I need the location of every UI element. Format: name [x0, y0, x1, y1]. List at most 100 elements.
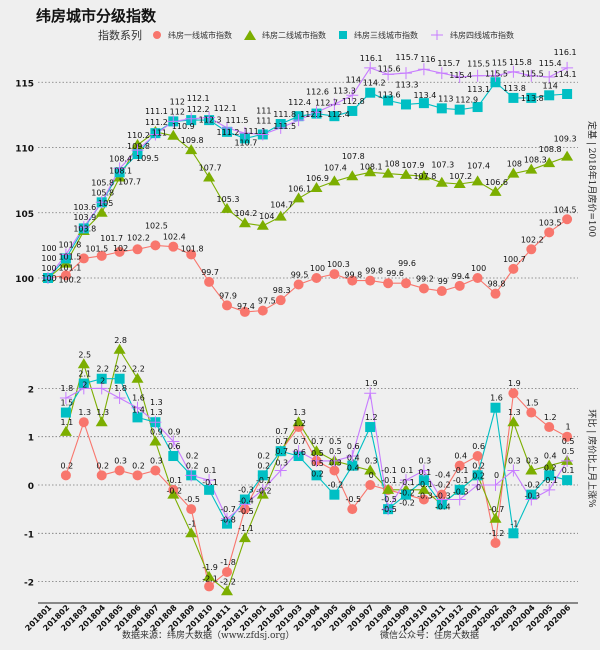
- data-point: [238, 532, 251, 543]
- data-label: 0.3: [508, 457, 521, 466]
- data-point: [562, 214, 573, 225]
- data-point: [472, 451, 483, 462]
- data-label: 102.2: [127, 233, 150, 242]
- data-point: [561, 150, 574, 161]
- data-point: [365, 422, 376, 433]
- data-point: [59, 248, 72, 261]
- data-label: 113.4: [413, 91, 436, 100]
- data-point: [167, 129, 180, 140]
- data-point: [150, 240, 161, 251]
- data-point: [543, 483, 556, 496]
- data-label: 107.4: [467, 161, 490, 170]
- data-point: [221, 202, 233, 213]
- data-label: 0.5: [311, 449, 324, 458]
- data-label: 108.4: [109, 154, 132, 163]
- data-label: 110.2: [127, 131, 150, 140]
- data-point: [453, 493, 466, 506]
- data-label: 1.2: [365, 413, 378, 422]
- data-label: 0.3: [114, 457, 127, 466]
- data-label: 101.1: [58, 264, 81, 273]
- legend-label: 纬房四线城市指数: [450, 30, 514, 40]
- data-label: -0.1: [202, 478, 218, 487]
- data-point: [114, 246, 125, 257]
- data-label: -0.8: [220, 516, 236, 525]
- data-point: [204, 484, 215, 495]
- y-tick-label: 2: [28, 385, 34, 395]
- data-point: [203, 171, 216, 182]
- data-point: [562, 431, 573, 442]
- chart-title: 纬房城市分级指数: [36, 7, 157, 25]
- data-label: 2: [82, 380, 87, 389]
- data-label: 115.5: [521, 70, 544, 79]
- data-label: 114: [346, 75, 361, 84]
- data-label: 0.4: [454, 452, 467, 461]
- data-point: [508, 528, 519, 539]
- legend-item-tier1: 纬房一线城市指数: [152, 30, 232, 41]
- data-point: [131, 372, 144, 383]
- data-label: -1: [188, 519, 196, 528]
- data-label: -0.3: [435, 491, 451, 500]
- data-label: 108: [507, 160, 522, 169]
- series-line: [47, 218, 568, 313]
- data-label: 2: [100, 376, 105, 385]
- data-label: 0.2: [257, 461, 270, 470]
- data-point: [364, 61, 377, 74]
- y-tick-label: -2: [24, 579, 34, 589]
- data-label: 1.5: [526, 399, 539, 408]
- data-label: 114.1: [554, 70, 577, 79]
- data-point: [471, 69, 484, 82]
- data-label: 104.7: [270, 201, 293, 210]
- data-label: 2.1: [78, 370, 91, 379]
- data-point: [489, 479, 502, 491]
- data-label: 1: [566, 423, 571, 432]
- data-label: 108.8: [539, 145, 562, 154]
- data-label: 2.5: [78, 350, 91, 359]
- data-label: 2.2: [132, 365, 145, 374]
- data-point: [489, 69, 502, 82]
- data-label: -0.1: [256, 476, 272, 485]
- data-label: 0.4: [544, 452, 557, 461]
- data-point: [490, 402, 501, 413]
- data-point: [436, 286, 447, 297]
- data-point: [453, 178, 466, 189]
- data-label: 0.5: [562, 447, 575, 456]
- data-label: 112.1: [300, 110, 323, 119]
- legend-item-tier2: 纬房二线城市指数: [244, 30, 326, 41]
- data-label: 0.2: [472, 461, 485, 470]
- data-label: 0.2: [96, 461, 109, 470]
- data-point: [544, 227, 555, 238]
- data-label: 1.4: [132, 405, 145, 414]
- data-label: 100: [41, 274, 56, 283]
- data-point: [382, 167, 395, 178]
- data-point: [454, 280, 465, 291]
- data-point: [382, 483, 395, 494]
- data-label: 114.2: [363, 79, 386, 88]
- data-label: 109.3: [554, 135, 577, 144]
- data-point: [328, 98, 341, 111]
- data-label: 115.7: [396, 53, 419, 62]
- data-label: 0.7: [275, 447, 288, 456]
- data-point: [507, 464, 520, 477]
- data-label: 0.6: [472, 442, 485, 451]
- data-point: [490, 77, 501, 88]
- data-label: 1.6: [490, 394, 503, 403]
- data-label: 0.1: [419, 468, 432, 477]
- data-point: [346, 170, 359, 181]
- data-label: -1.9: [202, 563, 218, 572]
- data-point: [507, 65, 520, 78]
- data-label: 100: [41, 264, 56, 273]
- data-label: 0.7: [275, 437, 288, 446]
- y-tick-label: -1: [24, 530, 34, 540]
- data-label: 111.1: [243, 127, 266, 136]
- data-point: [78, 417, 89, 428]
- data-label: -0.7: [220, 505, 236, 514]
- y-tick-label: 100: [15, 275, 34, 285]
- data-label: 0.2: [257, 451, 270, 460]
- data-label: -0.1: [542, 476, 558, 485]
- data-label: 105.8: [91, 178, 114, 187]
- data-label: 0.2: [472, 471, 485, 480]
- data-point: [346, 450, 359, 463]
- data-point: [150, 465, 161, 476]
- data-point: [131, 144, 144, 157]
